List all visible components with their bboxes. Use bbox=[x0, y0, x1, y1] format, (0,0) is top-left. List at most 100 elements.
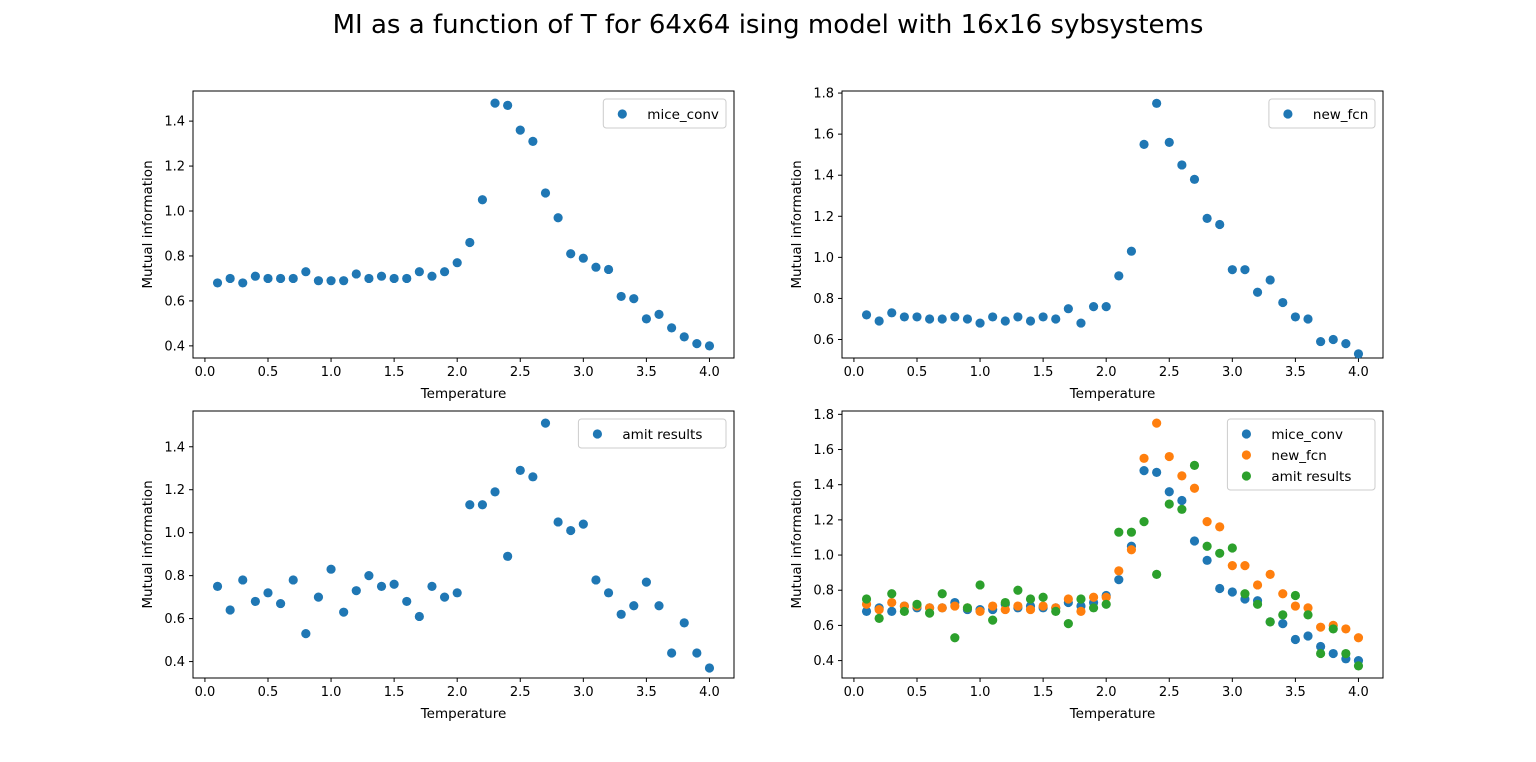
data-point bbox=[1164, 487, 1174, 497]
y-tick-label: 1.2 bbox=[164, 160, 185, 175]
y-tick-label: 0.8 bbox=[813, 584, 834, 599]
data-point bbox=[988, 312, 998, 322]
data-point bbox=[1000, 597, 1010, 608]
series-amit-results bbox=[861, 460, 1364, 671]
figure-title: MI as a function of T for 64x64 ising mo… bbox=[332, 10, 1204, 40]
x-tick-label: 3.5 bbox=[636, 365, 657, 380]
data-point bbox=[452, 258, 462, 268]
y-tick-label: 1.0 bbox=[813, 251, 834, 266]
data-point bbox=[912, 312, 922, 322]
data-point bbox=[667, 648, 677, 658]
data-point bbox=[515, 465, 525, 475]
axes-frame bbox=[192, 410, 735, 679]
legend-label: new_fcn bbox=[1313, 107, 1368, 123]
data-point bbox=[503, 100, 513, 110]
data-point bbox=[1189, 536, 1200, 546]
data-point bbox=[1240, 561, 1250, 571]
data-point bbox=[603, 264, 614, 275]
y-axis-label: Mutual information bbox=[789, 160, 805, 288]
legend-marker bbox=[1241, 471, 1251, 481]
data-point bbox=[465, 500, 475, 510]
data-point bbox=[679, 332, 689, 342]
data-point bbox=[861, 606, 872, 616]
data-point bbox=[1290, 590, 1300, 601]
data-point bbox=[465, 237, 475, 248]
data-point bbox=[1152, 98, 1162, 108]
data-point bbox=[477, 195, 488, 205]
data-point bbox=[1189, 174, 1200, 184]
x-tick-label: 3.5 bbox=[1285, 365, 1306, 380]
data-point bbox=[861, 594, 872, 604]
data-point bbox=[874, 316, 884, 326]
data-point bbox=[553, 517, 563, 527]
x-tick-label: 2.0 bbox=[1096, 685, 1117, 700]
data-point bbox=[975, 580, 985, 590]
data-point bbox=[887, 597, 897, 608]
x-tick-label: 4.0 bbox=[1348, 685, 1369, 700]
data-point bbox=[950, 601, 960, 611]
y-tick-label: 1.2 bbox=[164, 483, 185, 498]
data-point bbox=[616, 609, 626, 619]
data-point bbox=[1252, 599, 1263, 609]
data-point bbox=[962, 314, 973, 324]
y-tick-label: 0.6 bbox=[813, 333, 834, 348]
data-point bbox=[912, 599, 922, 609]
data-point bbox=[899, 312, 909, 322]
legend: new_fcn bbox=[1268, 98, 1376, 129]
x-tick-label: 3.5 bbox=[636, 685, 657, 700]
data-point bbox=[1114, 575, 1124, 585]
data-point bbox=[874, 604, 884, 615]
data-point bbox=[1013, 601, 1023, 611]
data-point bbox=[887, 308, 897, 318]
x-tick-label: 4.0 bbox=[1348, 365, 1369, 380]
x-tick-label: 2.5 bbox=[1159, 685, 1180, 700]
data-point bbox=[1278, 589, 1288, 599]
data-point bbox=[1164, 451, 1174, 462]
data-point bbox=[439, 267, 450, 277]
x-tick-label: 2.0 bbox=[1096, 365, 1117, 380]
data-point bbox=[1152, 418, 1162, 428]
data-point bbox=[1227, 561, 1237, 571]
y-tick-label: 0.8 bbox=[164, 569, 185, 584]
data-point bbox=[339, 607, 349, 617]
data-point bbox=[427, 581, 437, 591]
data-point bbox=[1000, 604, 1010, 615]
data-point bbox=[925, 314, 935, 324]
x-axis-label: Temperature bbox=[1069, 386, 1156, 402]
x-tick-label: 1.0 bbox=[321, 365, 342, 380]
series-mice-conv bbox=[212, 98, 715, 351]
data-point bbox=[1290, 601, 1300, 611]
data-point bbox=[376, 581, 387, 591]
data-point bbox=[1038, 312, 1048, 322]
data-point bbox=[238, 575, 248, 585]
data-point bbox=[1139, 139, 1149, 149]
y-tick-label: 1.6 bbox=[813, 128, 834, 143]
data-point bbox=[1353, 633, 1364, 643]
legend-marker bbox=[1241, 429, 1251, 439]
legend-marker bbox=[592, 429, 603, 439]
data-point bbox=[566, 525, 576, 536]
data-point bbox=[225, 605, 235, 615]
data-point bbox=[339, 276, 349, 286]
data-point bbox=[1328, 648, 1338, 659]
data-point bbox=[1240, 265, 1250, 275]
data-point bbox=[1076, 606, 1086, 616]
data-point bbox=[503, 551, 513, 561]
legend-box bbox=[1268, 98, 1376, 129]
data-point bbox=[667, 323, 677, 333]
x-tick-label: 2.5 bbox=[510, 365, 531, 380]
data-point bbox=[616, 291, 626, 302]
data-point bbox=[1316, 648, 1326, 659]
data-point bbox=[1076, 318, 1086, 328]
x-axis-label: Temperature bbox=[420, 706, 507, 722]
data-point bbox=[692, 648, 702, 658]
data-point bbox=[427, 271, 437, 281]
x-tick-label: 0.5 bbox=[907, 365, 928, 380]
y-tick-label: 1.2 bbox=[813, 210, 834, 225]
series-amit-results bbox=[212, 418, 715, 673]
x-axis-label: Temperature bbox=[420, 386, 507, 402]
data-point bbox=[212, 278, 223, 288]
legend-box bbox=[602, 98, 727, 129]
legend-label: amit results bbox=[1271, 469, 1351, 485]
